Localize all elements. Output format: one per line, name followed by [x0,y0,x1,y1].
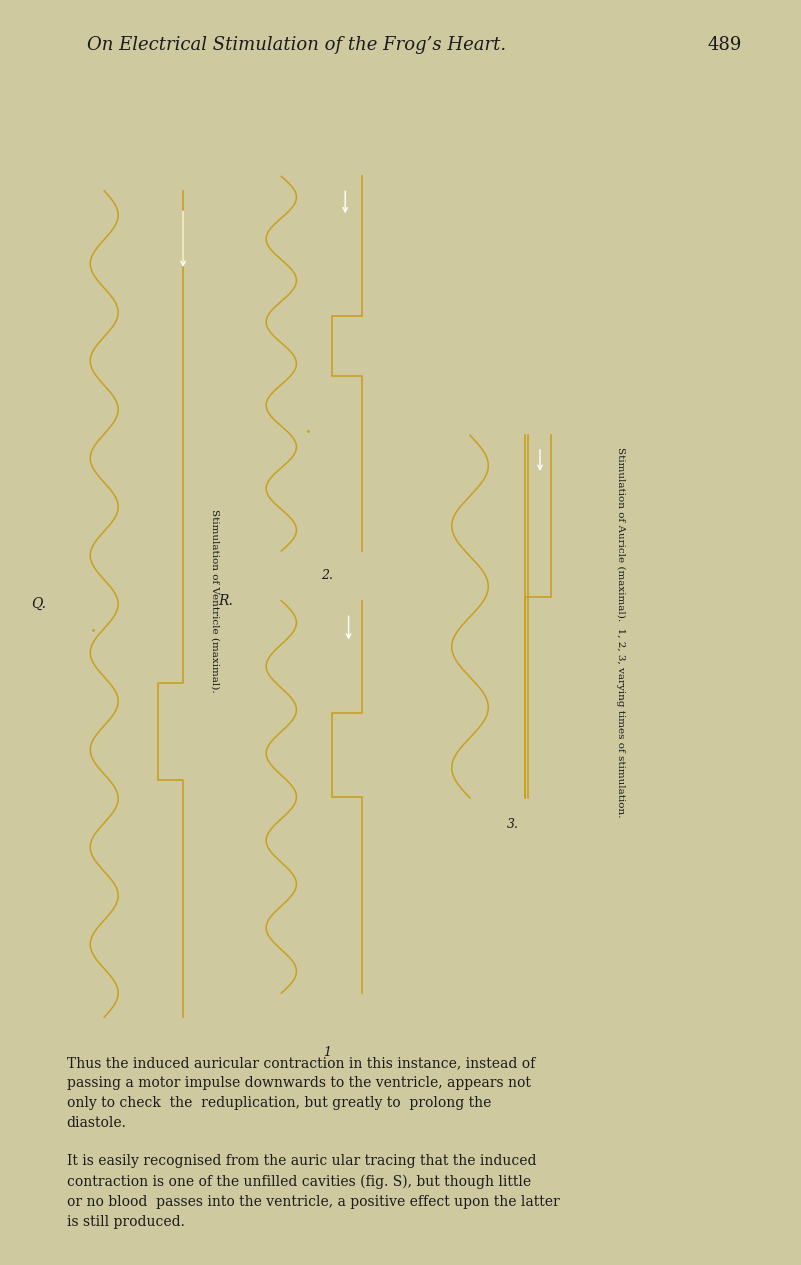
Text: Stimulation of Auricle (maximal).  1, 2, 3, varying times of stimulation.: Stimulation of Auricle (maximal). 1, 2, … [616,448,626,817]
Text: 489: 489 [708,37,742,54]
Text: 1: 1 [323,1046,331,1059]
Text: Thus the induced auricular contraction in this instance, instead of
passing a mo: Thus the induced auricular contraction i… [66,1056,535,1131]
Text: On Electrical Stimulation of the Frog’s Heart.: On Electrical Stimulation of the Frog’s … [87,37,506,54]
Text: Stimulation of Ventricle (maximal).: Stimulation of Ventricle (maximal). [210,509,219,693]
Text: 2.: 2. [321,569,332,582]
Text: R.: R. [219,593,233,608]
Text: It is easily recognised from the auric ular tracing that the induced
contraction: It is easily recognised from the auric u… [66,1154,559,1230]
Text: 3.: 3. [507,818,518,831]
Text: Q.: Q. [31,596,46,611]
